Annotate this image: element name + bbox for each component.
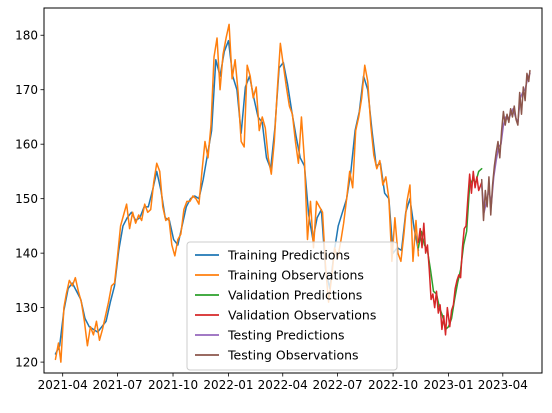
- x-tick-label: 2021-04: [38, 378, 88, 392]
- y-tick-label: 130: [15, 301, 38, 315]
- y-tick-label: 180: [15, 29, 38, 43]
- legend-label: Training Predictions: [227, 248, 350, 263]
- legend-label: Testing Observations: [227, 348, 359, 363]
- x-tick-label: 2021-07: [92, 378, 142, 392]
- x-axis: 2021-04 2021-07 2021-10 2022-01 2022-04 2022-…: [38, 373, 528, 392]
- y-tick-label: 160: [15, 137, 38, 151]
- x-tick-label: 2023-04: [478, 378, 528, 392]
- series-line-training-observations: [54, 23, 420, 363]
- y-tick-label: 170: [15, 83, 38, 97]
- x-tick-label: 2022-01: [203, 378, 253, 392]
- legend-box: [186, 241, 398, 371]
- legend-label: Validation Predictions: [228, 288, 362, 303]
- x-tick-label: 2022-07: [313, 378, 363, 392]
- plot-area: [43, 7, 543, 374]
- series-line-testing-observations: [480, 69, 531, 222]
- x-tick-label: 2022-10: [368, 378, 418, 392]
- legend-label: Training Observations: [227, 268, 364, 283]
- x-tick-label: 2021-10: [148, 378, 198, 392]
- y-axis: 120 130 140 150 160 170 180: [15, 29, 44, 369]
- x-tick-label: 2022-04: [258, 378, 308, 392]
- axes-frame: [43, 7, 543, 374]
- legend-label: Testing Predictions: [227, 328, 345, 343]
- legend: Training Predictions Training Observation…: [186, 241, 398, 371]
- y-tick-label: 140: [15, 246, 38, 260]
- y-tick-label: 150: [15, 192, 38, 206]
- series-layer: [54, 23, 531, 363]
- x-tick-label: 2023-01: [423, 378, 473, 392]
- legend-label: Validation Observations: [228, 308, 376, 323]
- series-line-validation-observations: [417, 170, 483, 336]
- y-tick-label: 120: [15, 355, 38, 369]
